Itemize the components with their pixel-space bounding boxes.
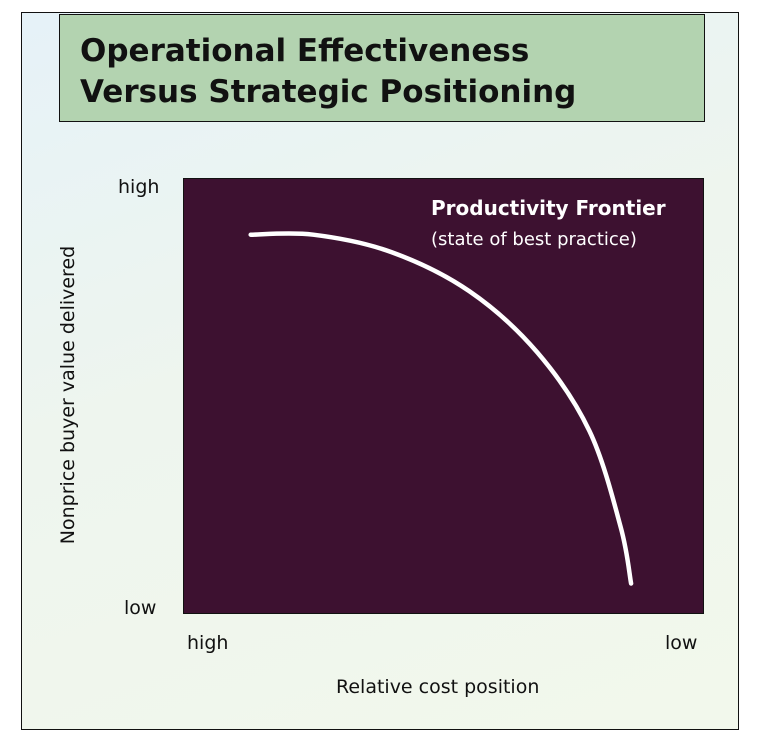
frontier-annotation-subtitle: (state of best practice) [431, 229, 637, 250]
plot-area [183, 178, 704, 614]
title-line-1: Operational Effectiveness [80, 33, 530, 69]
x-tick-high: high [187, 632, 229, 654]
chart-svg [248, 231, 634, 586]
frontier-annotation-title: Productivity Frontier [431, 196, 666, 220]
x-tick-low: low [665, 632, 698, 654]
y-axis-label: Nonprice buyer value delivered [57, 245, 79, 545]
title-line-2: Versus Strategic Positioning [80, 74, 577, 110]
y-tick-low: low [124, 597, 157, 619]
title-box: Operational Effectiveness Versus Strateg… [59, 14, 705, 122]
y-tick-high: high [118, 176, 160, 198]
x-axis-label: Relative cost position [336, 676, 540, 698]
productivity-frontier-curve [248, 231, 634, 586]
